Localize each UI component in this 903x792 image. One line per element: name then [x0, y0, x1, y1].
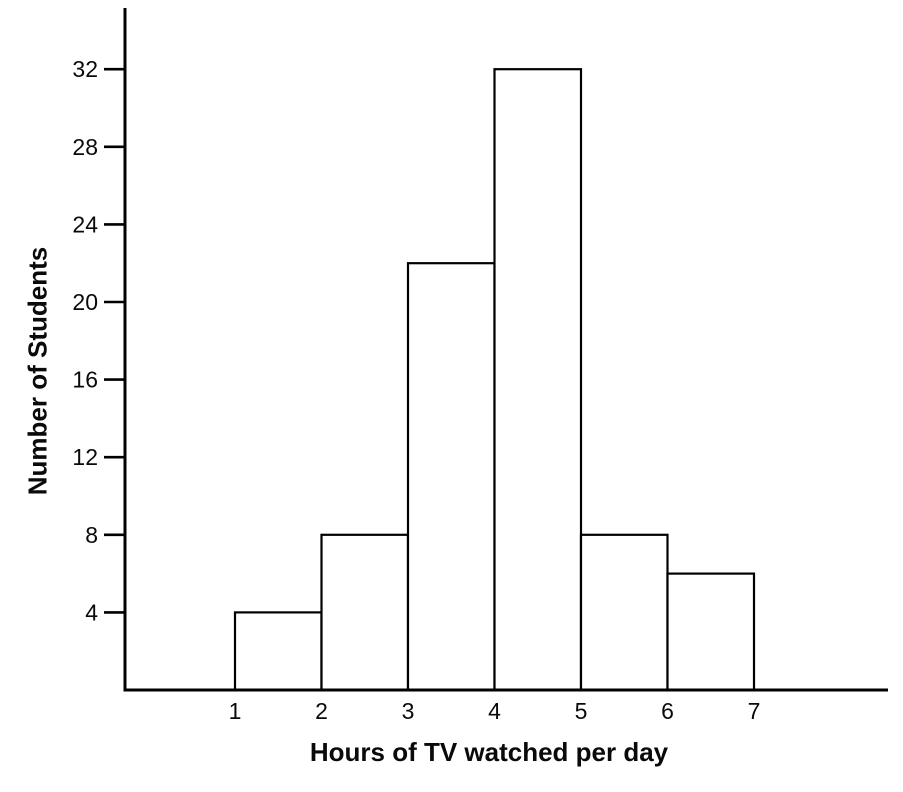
y-axis-title: Number of Students — [22, 246, 53, 496]
y-tick-label: 32 — [72, 56, 98, 82]
histogram-bar — [666, 572, 756, 692]
y-tick-label: 20 — [72, 289, 98, 315]
x-tick-label: 6 — [661, 698, 674, 724]
y-tick-label: 8 — [85, 522, 98, 548]
histogram-bar — [579, 533, 669, 692]
x-tick-label: 2 — [315, 698, 328, 724]
y-tick-label: 28 — [72, 134, 98, 160]
x-tick-label: 5 — [575, 698, 588, 724]
histogram-bar — [233, 611, 323, 692]
y-tick-label: 24 — [72, 211, 98, 237]
histogram-bar — [493, 68, 583, 692]
y-tick-label: 4 — [85, 599, 98, 625]
x-tick-label: 3 — [402, 698, 415, 724]
x-tick-label: 1 — [229, 698, 242, 724]
histogram-bar — [406, 262, 496, 692]
x-axis-title: Hours of TV watched per day — [309, 737, 669, 767]
x-tick-label: 4 — [488, 698, 501, 724]
y-tick-label: 12 — [72, 444, 98, 470]
histogram-bar — [320, 533, 410, 692]
x-tick-label: 7 — [748, 698, 761, 724]
y-tick-label: 16 — [72, 367, 98, 393]
